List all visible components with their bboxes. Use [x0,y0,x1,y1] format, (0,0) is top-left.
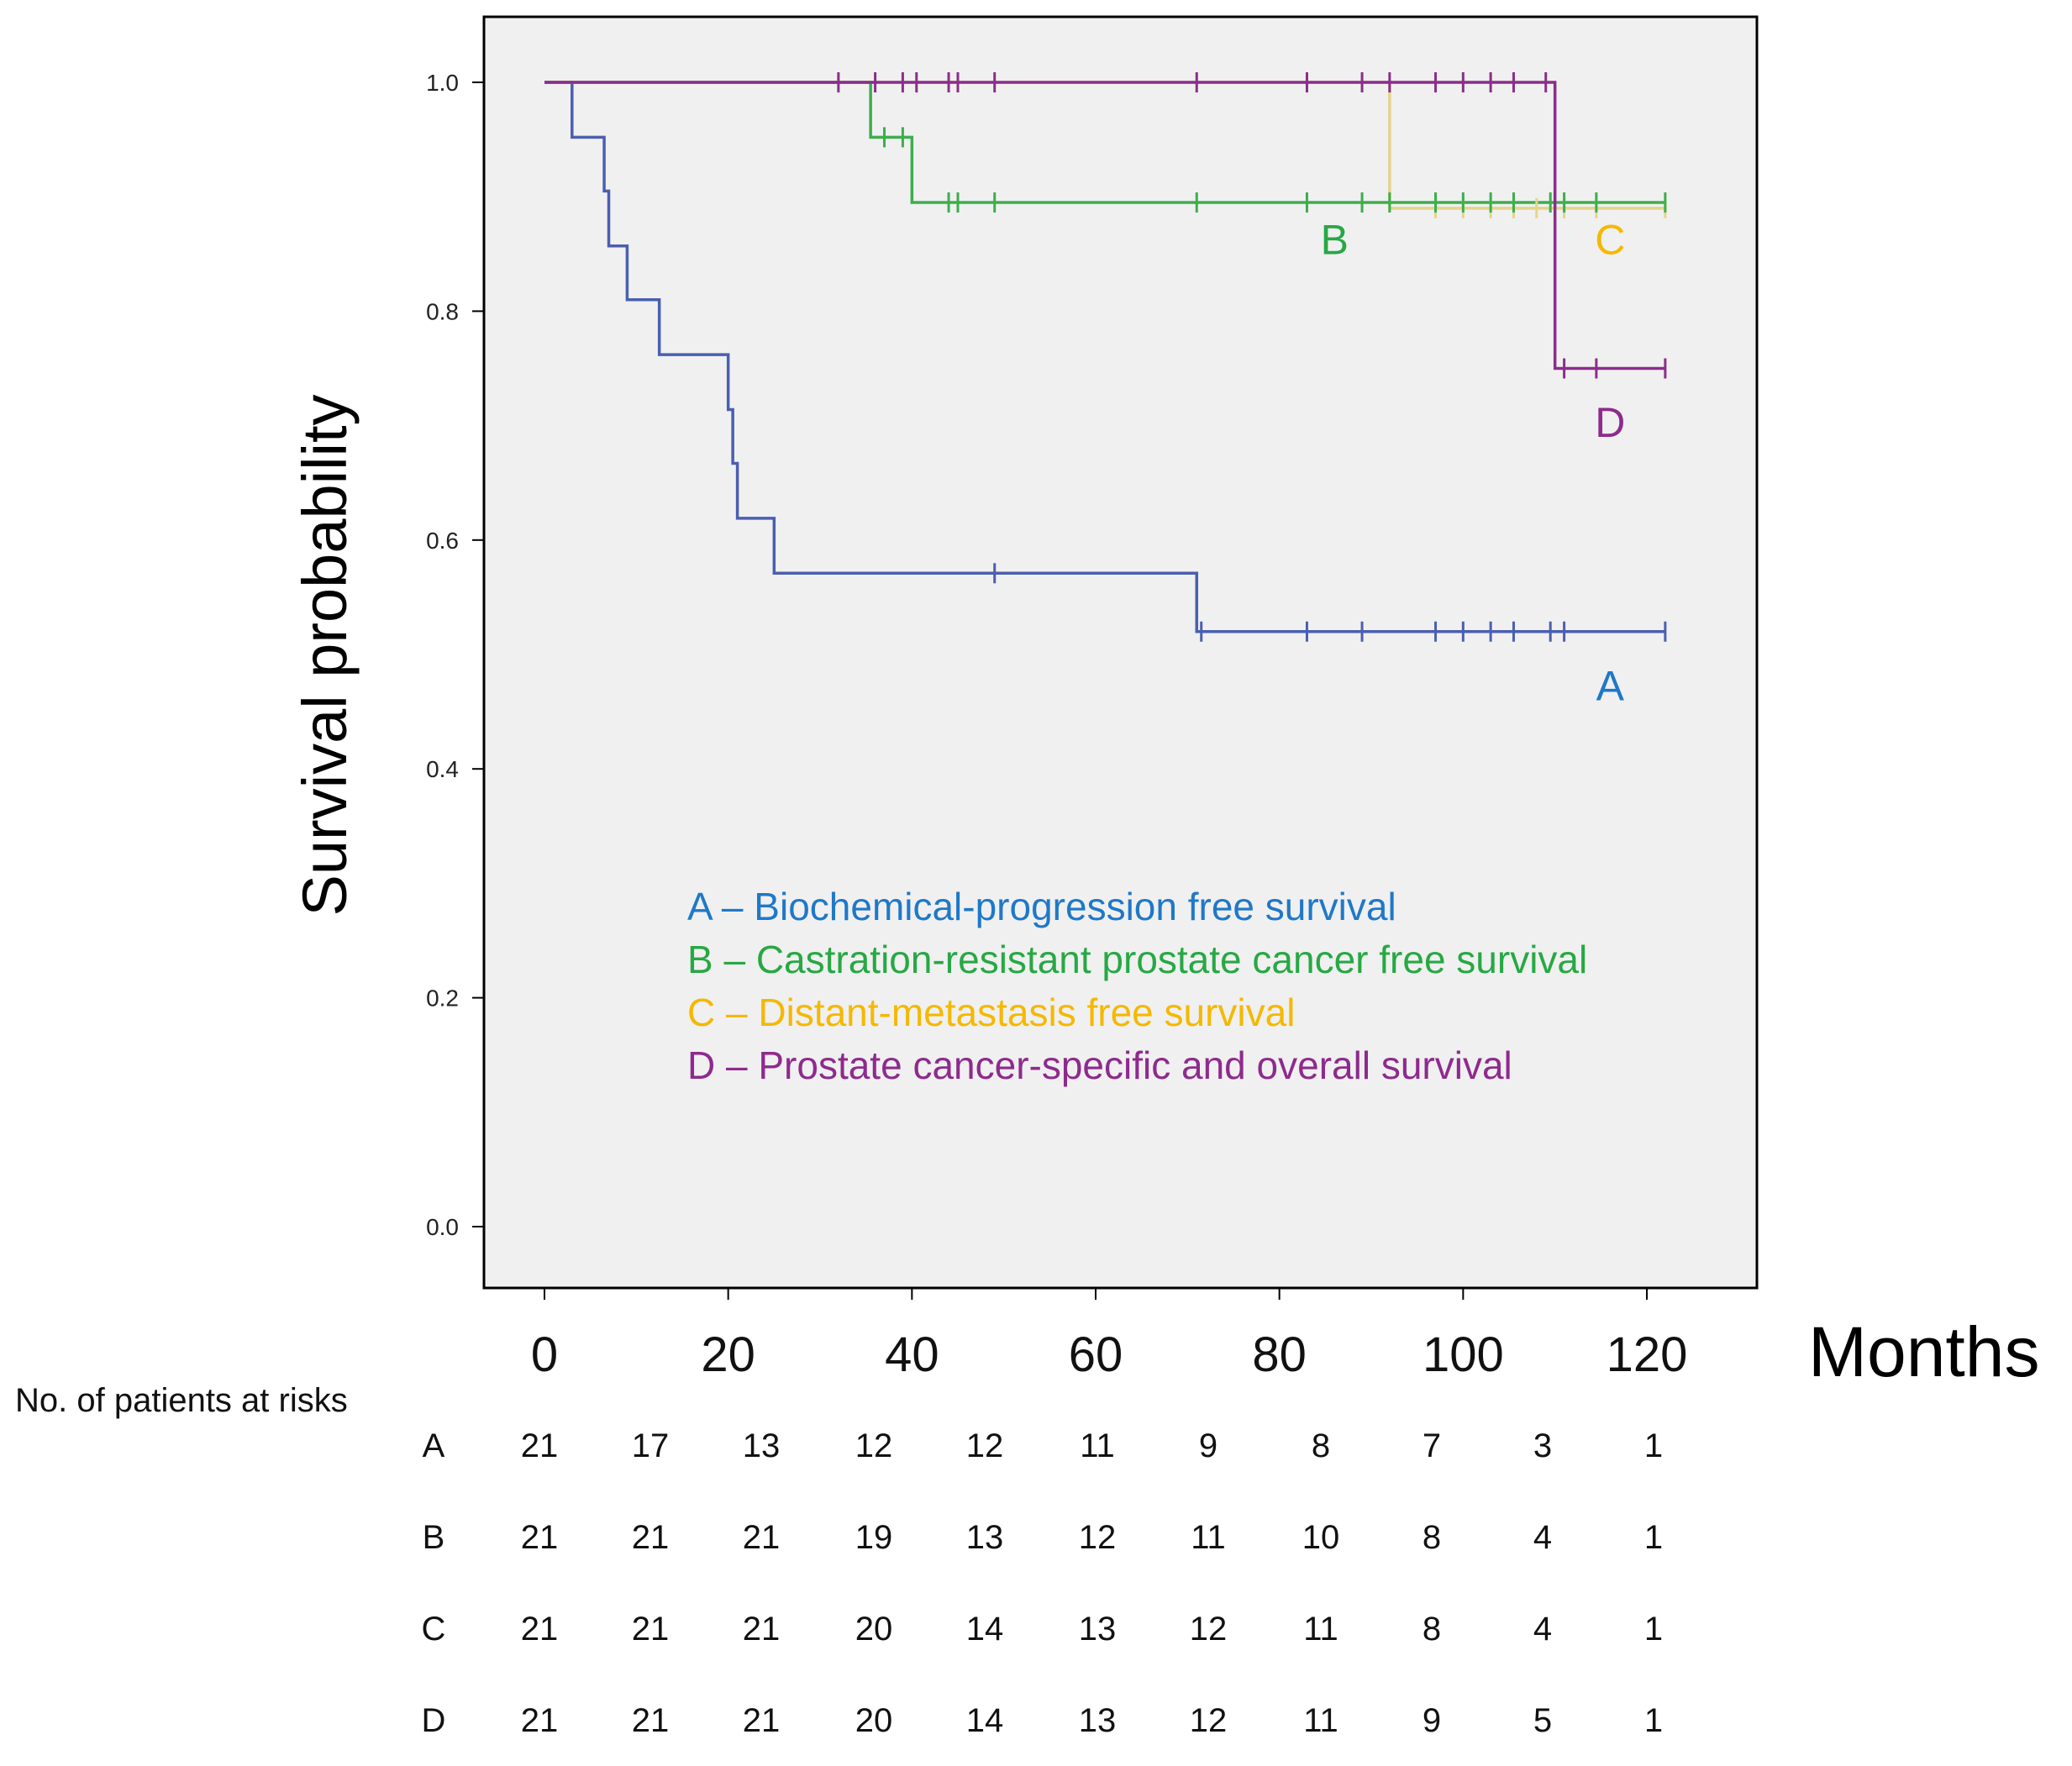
risk-cell: 13 [743,1427,781,1464]
risk-cell: 10 [1302,1519,1340,1556]
censor-marks [837,72,1667,642]
survival-curves [544,81,1665,633]
x-tick-label: 40 [885,1327,939,1382]
risk-row-label: B [423,1519,445,1556]
risk-cell: 1 [1644,1427,1663,1464]
curve-label-A: A [1596,662,1625,709]
risk-cell: 11 [1191,1519,1226,1556]
risk-cell: 9 [1423,1702,1441,1739]
risk-cell: 8 [1312,1427,1330,1464]
risk-table-title: No. of patients at risks [15,1382,348,1419]
risk-cell: 1 [1644,1519,1663,1556]
risk-cell: 20 [855,1611,893,1648]
x-tick-label: 80 [1252,1327,1307,1382]
risk-cell: 21 [521,1611,559,1648]
risk-cell: 20 [855,1702,893,1739]
y-tick-label: 0.6 [426,528,459,554]
risk-row-label: C [422,1611,446,1648]
risk-cell: 7 [1423,1427,1441,1464]
risk-cell: 13 [966,1519,1004,1556]
curve-label-C: C [1595,216,1625,263]
x-tick-label: 120 [1607,1327,1688,1382]
risk-cell: 8 [1423,1611,1441,1648]
risk-cell: 12 [1079,1519,1117,1556]
y-axis-label: Survival probability [290,394,360,916]
legend-entry-D: D – Prostate cancer-specific and overall… [687,1043,1512,1087]
y-tick-label: 1.0 [426,70,459,96]
risk-cell: 4 [1533,1519,1552,1556]
curve-labels: A B C D [1321,216,1626,709]
legend-entry-C: C – Distant-metastasis free survival [687,991,1295,1034]
risk-cell: 19 [855,1519,893,1556]
risk-row-label: A [423,1427,445,1464]
risk-cell: 12 [1190,1702,1228,1739]
risk-cell: 21 [521,1427,559,1464]
risk-cell: 11 [1303,1611,1338,1648]
x-tick-label: 20 [701,1327,755,1382]
risk-table: A 21 17 13 12 12 11 9 8 7 3 1B 21 21 21 19 13 12 11 10 8 4 1C 2… [422,1427,1664,1739]
risk-cell: 21 [632,1519,670,1556]
risk-cell: 13 [1079,1702,1117,1739]
risk-cell: 5 [1533,1702,1552,1739]
risk-cell: 21 [521,1519,559,1556]
risk-cell: 11 [1080,1427,1115,1464]
legend-entry-B: B – Castration-resistant prostate cancer… [687,938,1587,981]
x-tick-label: 100 [1423,1327,1504,1382]
y-tick-label: 0.2 [426,985,459,1012]
y-tick-label: 0.4 [426,756,459,782]
curve-A [544,81,1665,633]
risk-cell: 21 [632,1611,670,1648]
y-tick-label: 0.8 [426,298,459,324]
risk-cell: 12 [966,1427,1004,1464]
curve-label-D: D [1595,399,1625,446]
risk-cell: 1 [1644,1702,1663,1739]
curve-label-B: B [1321,216,1349,263]
risk-cell: 21 [521,1702,559,1739]
risk-cell: 21 [743,1702,781,1739]
risk-cell: 3 [1533,1427,1552,1464]
risk-cell: 17 [632,1427,670,1464]
risk-cell: 9 [1199,1427,1217,1464]
legend: A – Biochemical-progression free surviva… [687,885,1587,1087]
curve-D [544,81,1665,371]
y-tick-label: 0.0 [426,1214,459,1240]
risk-cell: 21 [632,1702,670,1739]
risk-cell: 8 [1423,1519,1441,1556]
risk-cell: 13 [1079,1611,1117,1648]
risk-cell: 21 [743,1519,781,1556]
risk-row-label: D [422,1702,446,1739]
x-tick-label: 60 [1069,1327,1123,1382]
plot-background [482,15,1759,1290]
legend-entry-A: A – Biochemical-progression free surviva… [687,885,1396,928]
x-tick-label: 0 [531,1327,558,1382]
risk-cell: 1 [1644,1611,1663,1648]
risk-cell: 12 [855,1427,893,1464]
risk-cell: 14 [966,1611,1004,1648]
risk-cell: 4 [1533,1611,1552,1648]
risk-cell: 11 [1303,1702,1338,1739]
x-axis-label: Months [1808,1312,2039,1391]
axes: 0.0 0.2 0.4 0.6 0.8 1.0 0 20 40 60 80 100 120 [426,70,1687,1382]
risk-cell: 14 [966,1702,1004,1739]
risk-cell: 21 [743,1611,781,1648]
risk-cell: 12 [1190,1611,1228,1648]
